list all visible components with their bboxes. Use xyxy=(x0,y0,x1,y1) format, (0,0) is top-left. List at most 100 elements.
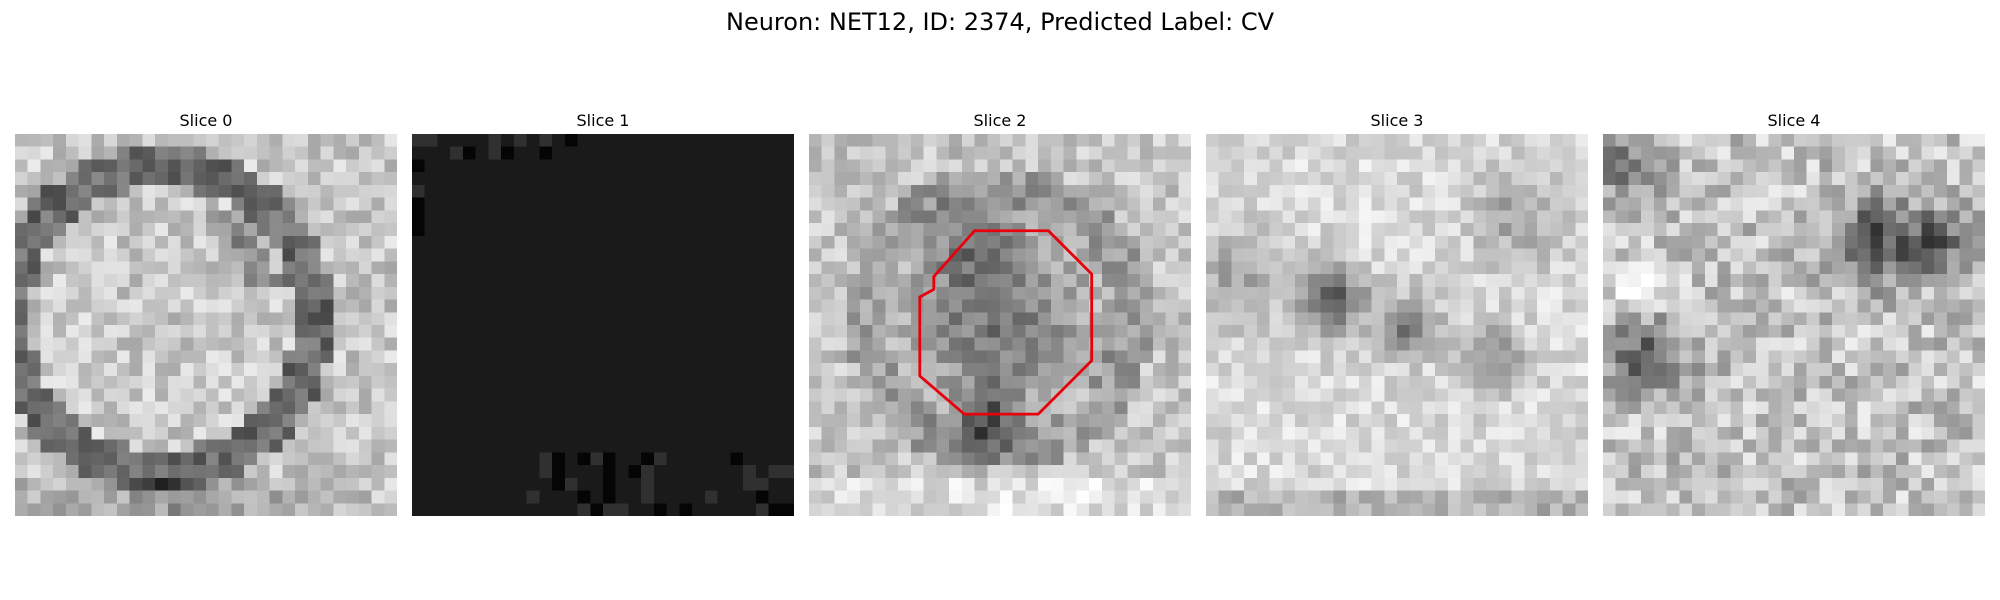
image-pixel xyxy=(1127,235,1141,249)
image-pixel xyxy=(653,426,667,440)
image-pixel xyxy=(384,414,397,428)
image-pixel xyxy=(1140,490,1154,504)
image-pixel xyxy=(1320,299,1334,313)
image-pixel xyxy=(1575,503,1588,516)
image-pixel xyxy=(910,363,924,377)
image-pixel xyxy=(155,375,169,389)
image-pixel xyxy=(885,452,899,466)
image-pixel xyxy=(730,363,744,377)
image-pixel xyxy=(1397,477,1410,491)
image-pixel xyxy=(1114,172,1128,186)
image-pixel xyxy=(193,197,207,211)
image-pixel xyxy=(1498,146,1512,160)
image-pixel xyxy=(1806,261,1820,275)
image-pixel xyxy=(450,197,464,211)
image-pixel xyxy=(244,146,258,160)
image-pixel xyxy=(1730,337,1744,351)
image-pixel xyxy=(809,261,822,275)
image-pixel xyxy=(1908,490,1922,504)
image-pixel xyxy=(27,388,41,402)
image-pixel xyxy=(1025,375,1039,389)
image-pixel xyxy=(1498,375,1512,389)
image-pixel xyxy=(1666,325,1680,338)
image-pixel xyxy=(1794,452,1807,466)
image-pixel xyxy=(1038,388,1052,402)
image-pixel xyxy=(244,452,258,466)
image-pixel xyxy=(1511,439,1525,453)
image-pixel xyxy=(859,363,873,377)
image-pixel xyxy=(704,261,718,275)
image-pixel xyxy=(1358,210,1372,224)
image-pixel xyxy=(155,388,169,402)
image-pixel xyxy=(1575,426,1588,440)
image-pixel xyxy=(1050,274,1064,288)
image-pixel xyxy=(666,426,680,440)
image-pixel xyxy=(1358,146,1372,160)
image-pixel xyxy=(462,210,476,224)
image-pixel xyxy=(501,134,515,147)
image-pixel xyxy=(1806,388,1820,402)
image-pixel xyxy=(704,210,718,224)
image-pixel xyxy=(437,197,451,211)
image-pixel xyxy=(1511,172,1525,186)
image-pixel xyxy=(231,503,245,516)
image-pixel xyxy=(256,439,270,453)
image-pixel xyxy=(1819,503,1833,516)
image-pixel xyxy=(269,388,283,402)
image-pixel xyxy=(1972,223,1985,237)
image-pixel xyxy=(692,375,706,389)
image-pixel xyxy=(1101,172,1115,186)
image-pixel xyxy=(1231,184,1245,198)
image-pixel xyxy=(526,465,540,479)
image-pixel xyxy=(1768,248,1782,262)
image-pixel xyxy=(974,274,988,288)
image-pixel xyxy=(1768,146,1782,160)
image-pixel xyxy=(1307,261,1321,275)
image-pixel xyxy=(847,159,861,173)
image-pixel xyxy=(475,426,489,440)
image-pixel xyxy=(129,465,143,479)
image-pixel xyxy=(333,197,347,211)
image-pixel xyxy=(1178,426,1191,440)
image-pixel xyxy=(628,197,642,211)
image-pixel xyxy=(1562,465,1576,479)
image-pixel xyxy=(142,210,156,224)
image-pixel xyxy=(834,146,848,160)
image-pixel xyxy=(1346,235,1360,249)
image-pixel xyxy=(1641,414,1655,428)
image-pixel xyxy=(1447,197,1461,211)
image-pixel xyxy=(501,235,515,249)
image-pixel xyxy=(513,503,527,516)
image-pixel xyxy=(1422,159,1436,173)
image-pixel xyxy=(1895,159,1909,173)
image-pixel xyxy=(1946,401,1960,415)
image-pixel xyxy=(1231,490,1245,504)
image-pixel xyxy=(809,248,822,262)
image-pixel xyxy=(384,248,397,262)
image-pixel xyxy=(1089,159,1103,173)
image-pixel xyxy=(692,312,706,326)
image-pixel xyxy=(1908,274,1922,288)
image-pixel xyxy=(1460,465,1474,479)
image-pixel xyxy=(1692,197,1706,211)
image-pixel xyxy=(1717,490,1731,504)
image-pixel xyxy=(488,337,502,351)
image-pixel xyxy=(1000,414,1013,428)
image-pixel xyxy=(218,401,232,415)
image-pixel xyxy=(1794,490,1807,504)
image-pixel xyxy=(1256,503,1270,516)
image-pixel xyxy=(1524,350,1538,364)
image-pixel xyxy=(1883,325,1897,338)
image-pixel xyxy=(1870,172,1884,186)
image-pixel xyxy=(1295,134,1309,147)
image-pixel xyxy=(53,414,67,428)
image-pixel xyxy=(1012,184,1026,198)
image-pixel xyxy=(269,426,283,440)
image-pixel xyxy=(1498,426,1512,440)
image-pixel xyxy=(346,452,360,466)
image-pixel xyxy=(1435,452,1449,466)
image-pixel xyxy=(1679,172,1693,186)
image-pixel xyxy=(1371,299,1385,313)
image-pixel xyxy=(424,439,438,453)
image-pixel xyxy=(27,490,41,504)
